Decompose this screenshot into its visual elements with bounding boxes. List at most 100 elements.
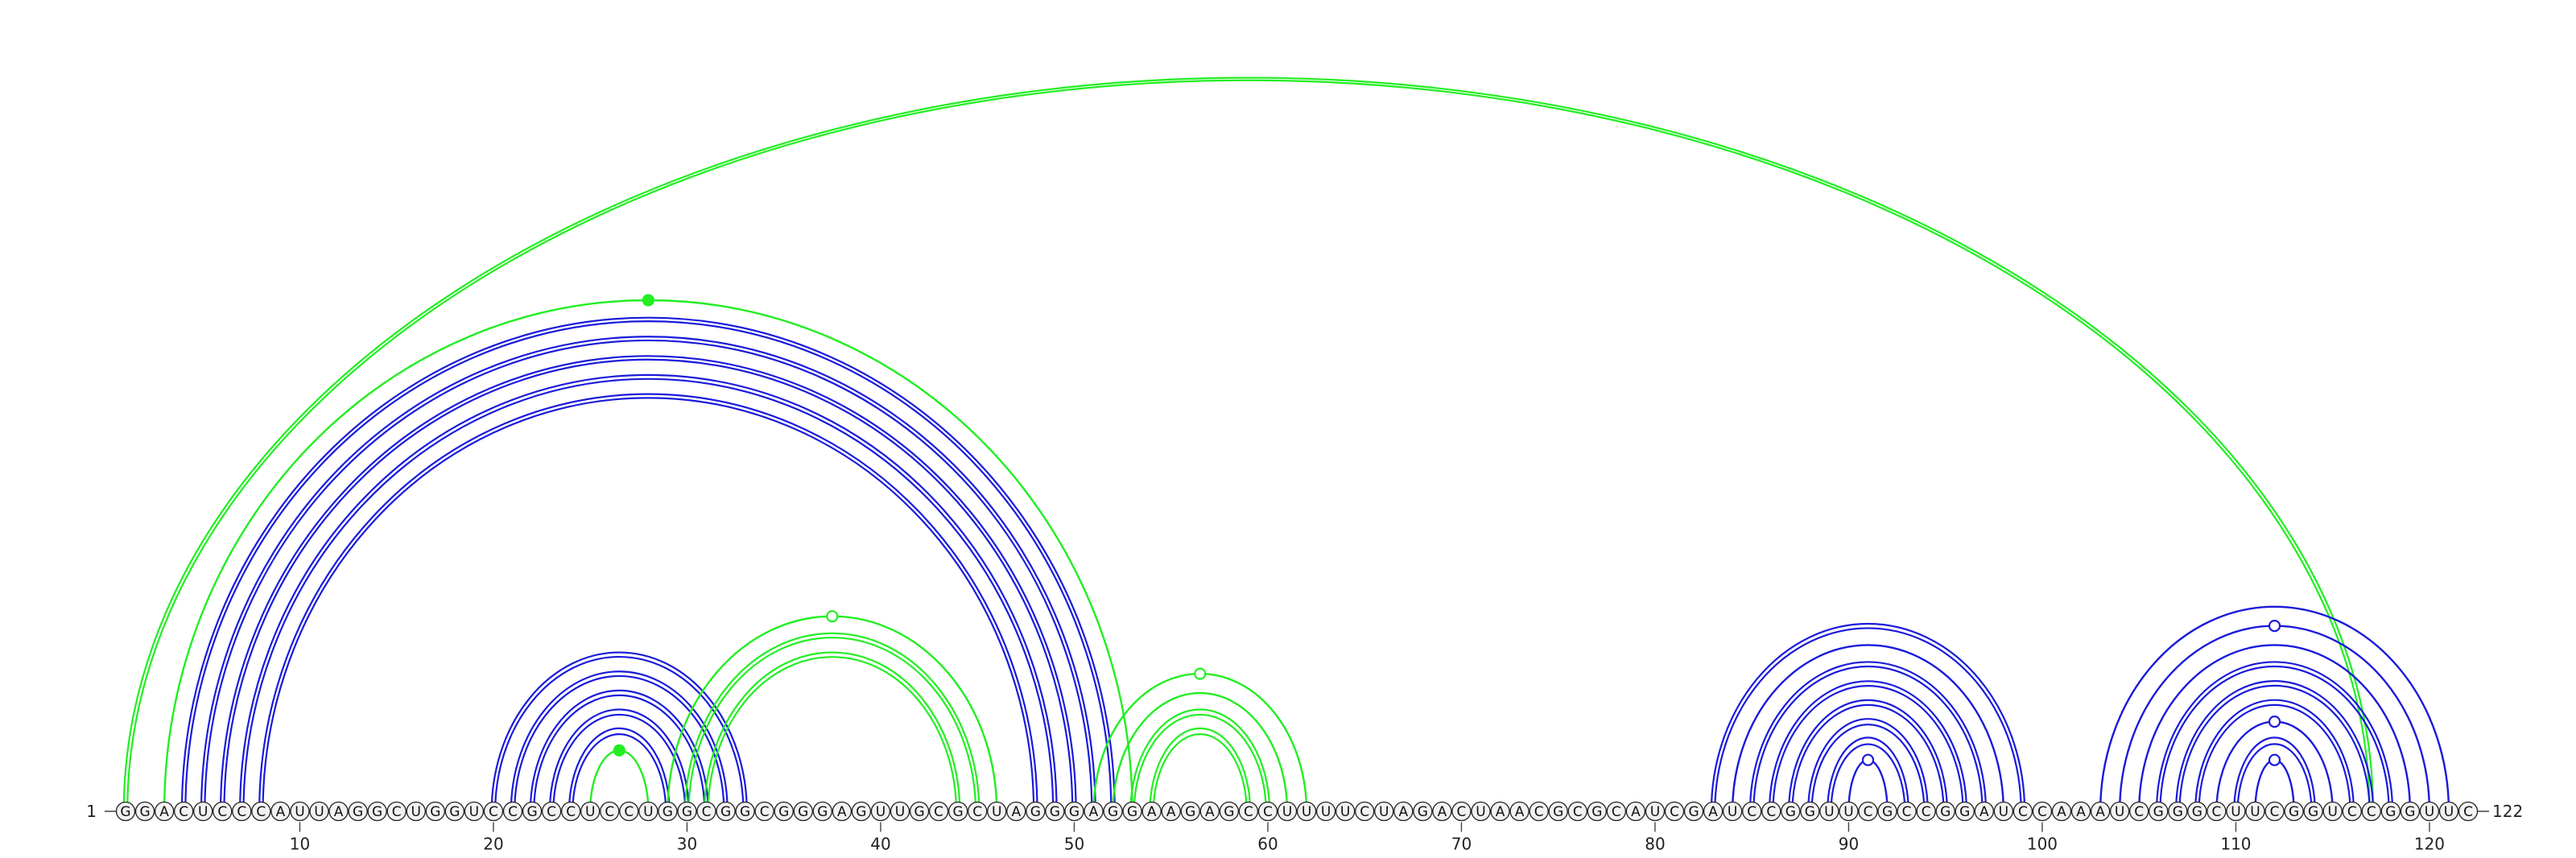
arc-strand-inner: [552, 713, 687, 812]
nucleotide-letter: G: [1882, 804, 1893, 820]
nucleotide-73: A: [1509, 801, 1530, 822]
tick-label: 10: [290, 835, 310, 854]
nucleotide-letter: G: [2192, 804, 2202, 820]
nucleotide-letter: G: [430, 804, 440, 820]
arc-6-50: [219, 354, 1077, 812]
tick-label: 50: [1064, 835, 1084, 854]
nucleotide-letter: U: [1321, 804, 1331, 820]
arc-strand-inner: [204, 339, 1093, 812]
nucleotide-letter: U: [2327, 804, 2337, 820]
nucleotide-91: C: [1858, 801, 1878, 822]
tick-70: 70: [1451, 822, 1472, 854]
arc-strand-inner: [1752, 665, 1984, 812]
nucleotide-letter: A: [1147, 804, 1157, 820]
nucleotide-circle: [1393, 801, 1414, 822]
nucleotide-38: A: [832, 801, 852, 822]
nucleotide-circle: [1161, 801, 1181, 822]
nucleotide-letter: G: [1030, 804, 1041, 820]
nucleotide-circle: [1839, 801, 1859, 822]
nucleotide-circle: [2129, 801, 2149, 822]
nucleotide-circle: [890, 801, 910, 822]
nucleotide-circle: [2361, 801, 2381, 822]
arc-strand-outer: [548, 708, 690, 812]
nucleotide-letter: G: [2289, 804, 2299, 820]
nucleotide-letter: A: [1011, 804, 1021, 820]
nucleotide-101: A: [2051, 801, 2072, 822]
arc-7-49: [239, 373, 1058, 812]
nucleotide-circle: [1084, 801, 1104, 822]
nucleotide-2: G: [134, 801, 155, 822]
arc-strand-outer: [1827, 736, 1909, 812]
nucleotide-circle: [1800, 801, 1820, 822]
nucleotide-circle: [1645, 801, 1666, 822]
arc-106-118: [2155, 661, 2394, 812]
nucleotide-104: U: [2109, 801, 2130, 822]
nucleotide-106: G: [2149, 801, 2169, 822]
nucleotide-circle: [464, 801, 485, 822]
nucleotide-60: C: [1257, 801, 1278, 822]
nucleotide-42: G: [909, 801, 930, 822]
nucleotide-letter: U: [1999, 804, 2008, 820]
tick-60: 60: [1257, 822, 1278, 854]
nucleotide-78: C: [1606, 801, 1626, 822]
arc-marker: [1194, 667, 1207, 680]
nucleotide-circle: [2032, 801, 2053, 822]
nucleotide-105: C: [2129, 801, 2149, 822]
nucleotide-96: G: [1955, 801, 1975, 822]
nucleotide-circle: [1471, 801, 1491, 822]
nucleotide-14: G: [367, 801, 387, 822]
nucleotide-circle: [1432, 801, 1452, 822]
nucleotide-letter: G: [953, 804, 964, 820]
nucleotide-41: U: [890, 801, 910, 822]
tick-30: 30: [677, 822, 697, 854]
nucleotide-circle: [1219, 801, 1239, 822]
nucleotide-letter: C: [1263, 804, 1273, 820]
nucleotide-65: C: [1355, 801, 1375, 822]
nucleotide-letter: C: [566, 804, 576, 820]
nucleotide-88: G: [1800, 801, 1820, 822]
arc-110-114: [2233, 736, 2316, 812]
nucleotide-letter: G: [1591, 804, 1602, 820]
nucleotide-letter: G: [1185, 804, 1195, 820]
nucleotide-100: C: [2032, 801, 2053, 822]
arc-strand-inner: [1791, 703, 1945, 812]
nucleotide-circle: [1315, 801, 1336, 822]
nucleotide-circle: [2013, 801, 2033, 822]
nucleotide-circle: [2245, 801, 2265, 822]
arc-88-94: [1807, 718, 1929, 812]
arc-strand-outer: [704, 651, 961, 812]
nucleotide-circle: [1509, 801, 1530, 822]
nucleotide-24: C: [561, 801, 581, 822]
nucleotide-letter: A: [2076, 804, 2086, 820]
nucleotide-9: A: [270, 801, 291, 822]
nucleotide-circle: [1103, 801, 1123, 822]
nucleotide-letter: G: [1688, 804, 1699, 820]
arc-strand-outer: [568, 727, 671, 812]
nucleotide-circle: [851, 801, 872, 822]
nucleotide-circle: [909, 801, 930, 822]
arc-5-51: [200, 336, 1096, 812]
arc-marker: [1861, 753, 1875, 766]
nucleotide-circle: [1238, 801, 1259, 822]
arc-strand-outer: [684, 632, 980, 812]
nucleotide-letter: A: [837, 804, 847, 820]
nucleotide-circle: [1529, 801, 1549, 822]
nucleotide-circle: [1567, 801, 1587, 822]
nucleotide-109: C: [2207, 801, 2227, 822]
arc-strand: [2099, 605, 2450, 812]
nucleotide-letter: C: [1670, 804, 1679, 820]
nucleotide-letter: U: [2115, 804, 2124, 820]
arc-strand: [667, 615, 998, 812]
nucleotide-23: C: [541, 801, 562, 822]
nucleotide-circle: [386, 801, 407, 822]
nucleotide-letter: G: [372, 804, 382, 820]
nucleotide-15: C: [386, 801, 407, 822]
arc-marker: [2268, 753, 2281, 766]
nucleotide-circle: [2226, 801, 2246, 822]
arc-104-120: [2118, 619, 2431, 812]
nucleotide-circle: [348, 801, 368, 822]
arc-strand-outer: [239, 373, 1058, 812]
nucleotide-circle: [406, 801, 426, 822]
nucleotide-39: G: [851, 801, 872, 822]
